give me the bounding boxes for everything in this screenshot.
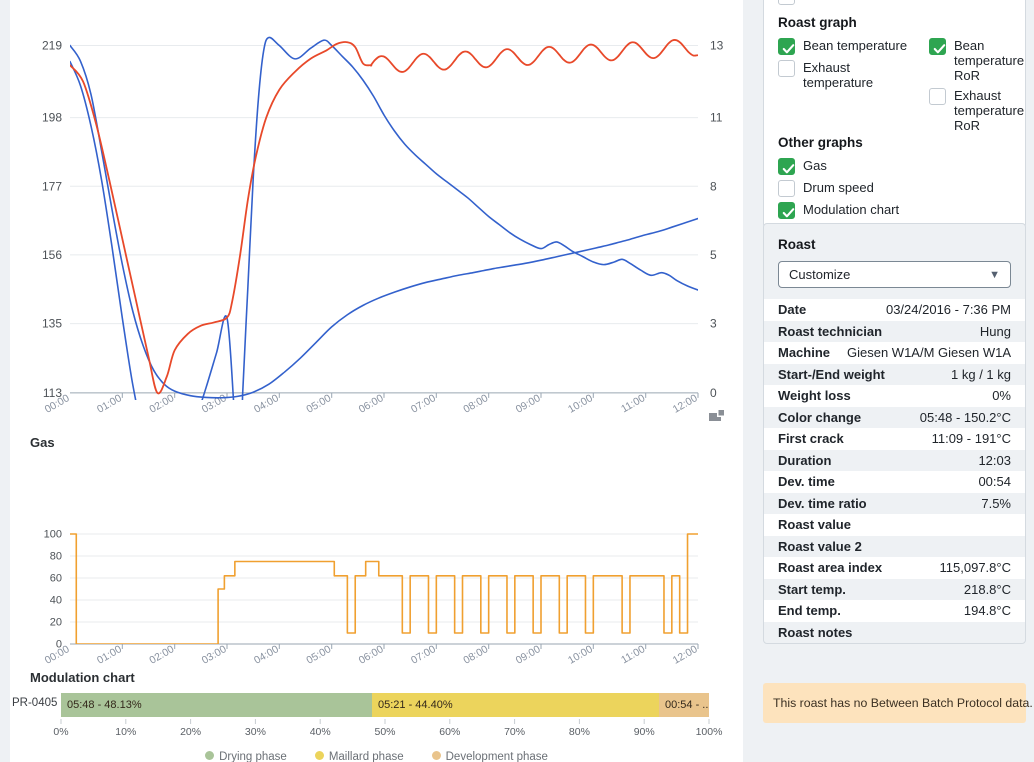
svg-text:06:00: 06:00: [357, 392, 386, 416]
svg-text:100%: 100%: [696, 726, 723, 737]
svg-text:11: 11: [710, 111, 723, 125]
svg-text:05:00: 05:00: [304, 643, 333, 664]
svg-text:219: 219: [42, 39, 62, 53]
svg-text:12:00: 12:00: [671, 392, 700, 416]
svg-text:11:00: 11:00: [619, 643, 647, 664]
svg-text:08:00: 08:00: [461, 643, 490, 664]
svg-text:07:00: 07:00: [409, 392, 438, 416]
svg-text:90%: 90%: [634, 726, 655, 737]
svg-text:04:00: 04:00: [252, 643, 281, 664]
svg-text:01:00: 01:00: [95, 643, 124, 664]
svg-text:10:00: 10:00: [566, 643, 595, 664]
svg-text:12:00: 12:00: [671, 643, 700, 664]
svg-text:177: 177: [42, 179, 62, 193]
svg-text:0: 0: [710, 386, 717, 400]
svg-text:5: 5: [710, 248, 717, 262]
svg-text:05:00: 05:00: [304, 392, 333, 416]
svg-text:40%: 40%: [310, 726, 331, 737]
svg-text:09:00: 09:00: [514, 392, 543, 416]
svg-text:50%: 50%: [374, 726, 395, 737]
svg-text:20: 20: [50, 617, 62, 629]
svg-text:0%: 0%: [53, 726, 68, 737]
svg-text:60: 60: [50, 573, 62, 585]
svg-text:02:00: 02:00: [147, 392, 176, 416]
svg-text:01:00: 01:00: [95, 392, 124, 416]
svg-text:198: 198: [42, 111, 62, 125]
svg-text:06:00: 06:00: [357, 643, 386, 664]
svg-text:60%: 60%: [439, 726, 460, 737]
svg-text:03:00: 03:00: [200, 643, 229, 664]
svg-text:04:00: 04:00: [252, 392, 281, 416]
svg-text:10%: 10%: [115, 726, 136, 737]
svg-text:80: 80: [50, 551, 62, 563]
svg-text:8: 8: [710, 179, 717, 193]
svg-text:07:00: 07:00: [409, 643, 438, 664]
svg-text:09:00: 09:00: [514, 643, 543, 664]
svg-text:02:00: 02:00: [147, 643, 176, 664]
svg-text:3: 3: [710, 317, 717, 331]
svg-text:11:00: 11:00: [619, 392, 647, 415]
svg-text:70%: 70%: [504, 726, 525, 737]
svg-text:156: 156: [42, 248, 62, 262]
svg-text:100: 100: [44, 529, 62, 541]
svg-text:113: 113: [43, 386, 62, 400]
svg-text:30%: 30%: [245, 726, 266, 737]
svg-text:20%: 20%: [180, 726, 201, 737]
svg-text:13: 13: [710, 39, 724, 53]
svg-text:80%: 80%: [569, 726, 590, 737]
svg-text:40: 40: [50, 595, 62, 607]
svg-text:135: 135: [42, 317, 62, 331]
svg-text:10:00: 10:00: [566, 392, 595, 416]
svg-text:08:00: 08:00: [461, 392, 490, 416]
